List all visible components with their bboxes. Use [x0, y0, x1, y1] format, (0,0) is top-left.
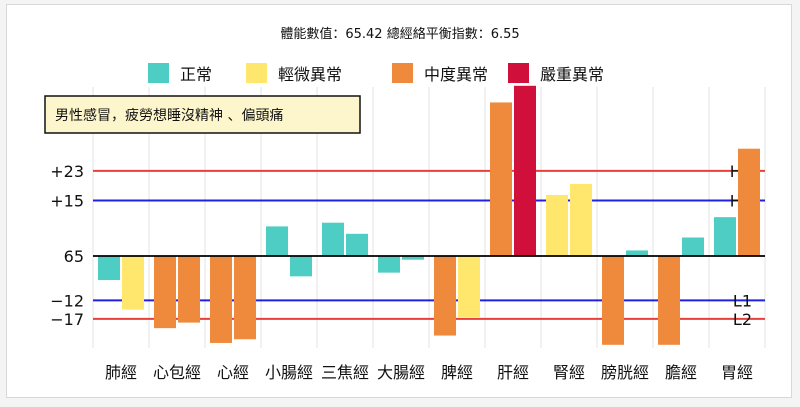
legend-label-2: 中度異常: [424, 65, 488, 84]
bar-心包經-2: [178, 256, 200, 323]
legend-label-0: 正常: [180, 65, 212, 84]
bar-胃經-1: [714, 217, 736, 256]
baseline-label: 65: [64, 247, 84, 266]
bar-脾經-2: [458, 256, 480, 318]
bar-三焦經-2: [346, 233, 368, 256]
x-label-胃經: 胃經: [721, 363, 753, 382]
bar-小腸經-2: [290, 256, 312, 277]
bars: [98, 85, 760, 345]
reference-value-L1: −12: [50, 291, 84, 310]
x-label-膽經: 膽經: [665, 363, 697, 382]
legend: 正常 輕微異常 中度異常 嚴重異常: [148, 63, 604, 84]
bar-膽經-1: [658, 256, 680, 345]
bar-肺經-1: [98, 256, 120, 281]
x-label-肺經: 肺經: [105, 363, 137, 382]
x-axis-labels: 肺經 心包經 心經 小腸經 三焦經 大腸經 脾經 肝經 腎經 膀胱經 膽經 胃經: [105, 363, 753, 382]
chart-title: 體能數值：65.42 總經絡平衡指數：6.55: [280, 26, 519, 42]
x-label-肝經: 肝經: [497, 363, 529, 382]
bar-肺經-2: [122, 256, 144, 310]
x-label-小腸經: 小腸經: [265, 363, 313, 382]
bar-心包經-1: [154, 256, 176, 329]
annotation-box: 男性感冒，疲勞想睡沒精神 、偏頭痛: [44, 95, 361, 134]
x-label-膀胱經: 膀胱經: [601, 363, 649, 382]
x-label-三焦經: 三焦經: [321, 363, 369, 382]
annotation-background: [44, 95, 361, 134]
bar-肝經-1: [490, 102, 512, 256]
bar-肝經-2: [514, 85, 536, 256]
legend-swatch-2: [392, 63, 413, 83]
bar-腎經-2: [570, 183, 592, 256]
bar-膀胱經-2: [626, 250, 648, 256]
bar-三焦經-1: [322, 222, 344, 256]
bar-腎經-1: [546, 194, 568, 256]
x-label-心包經: 心包經: [153, 363, 201, 382]
annotation-text: 男性感冒，疲勞想睡沒精神 、偏頭痛: [55, 107, 283, 124]
x-label-心經: 心經: [217, 363, 249, 382]
legend-label-3: 嚴重異常: [540, 65, 604, 84]
bar-胃經-2: [738, 148, 760, 256]
x-label-脾經: 脾經: [441, 363, 473, 382]
bar-脾經-1: [434, 256, 456, 336]
reference-tag-L2: L2: [733, 310, 752, 329]
legend-swatch-3: [508, 63, 529, 83]
legend-swatch-1: [246, 63, 267, 83]
bar-膽經-2: [682, 237, 704, 256]
x-label-腎經: 腎經: [553, 363, 585, 382]
bar-小腸經-1: [266, 226, 288, 256]
bar-心經-1: [210, 256, 232, 343]
baseline: 65: [64, 247, 765, 266]
bar-心經-2: [234, 256, 256, 340]
legend-swatch-0: [148, 63, 169, 83]
bar-大腸經-2: [402, 256, 424, 260]
legend-label-1: 輕微異常: [278, 65, 342, 84]
reference-value-H2: +23: [50, 162, 84, 181]
reference-tag-L1: L1: [733, 291, 752, 310]
reference-value-L2: −17: [50, 310, 84, 329]
bar-膀胱經-1: [602, 256, 624, 345]
reference-value-H1: +15: [50, 192, 84, 211]
x-label-大腸經: 大腸經: [377, 363, 425, 382]
bar-大腸經-1: [378, 256, 400, 273]
